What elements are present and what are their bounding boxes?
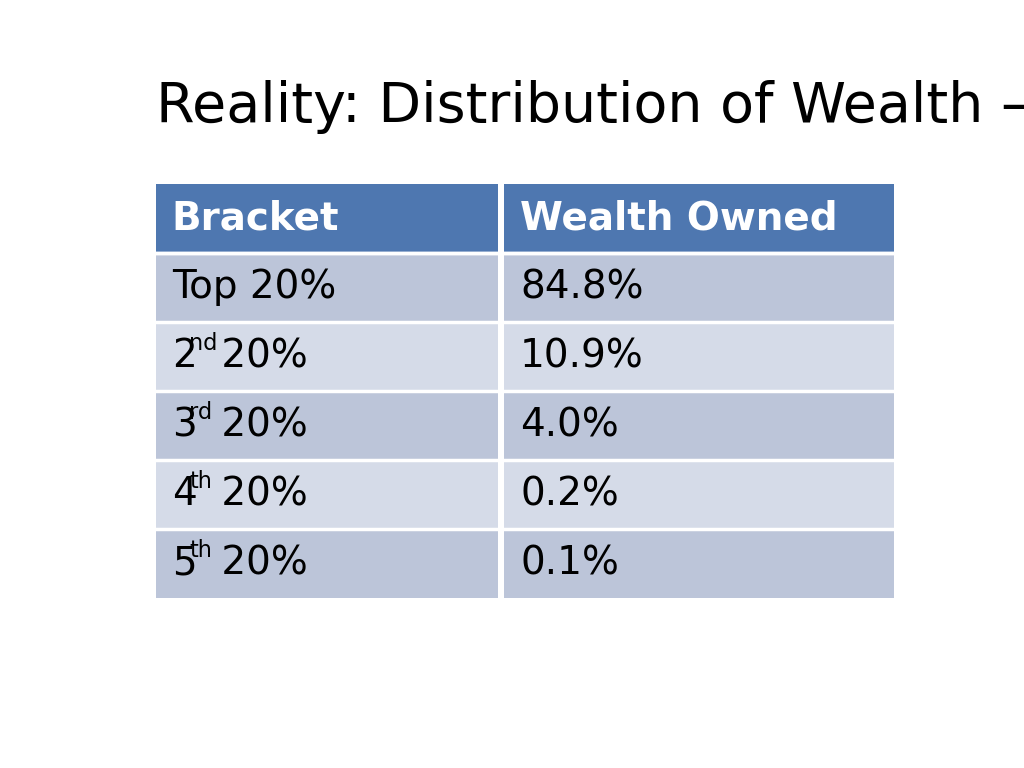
Text: Reality: Distribution of Wealth – U.S.: Reality: Distribution of Wealth – U.S. [156,80,1024,134]
Bar [156,253,498,322]
Bar [156,391,498,460]
Text: 20%: 20% [209,337,307,376]
Text: 0.1%: 0.1% [520,545,618,582]
Bar [504,322,894,391]
Text: 5: 5 [172,545,197,582]
Text: 3: 3 [172,406,197,445]
Text: th: th [189,539,212,562]
Text: 10.9%: 10.9% [520,337,644,376]
Text: 2: 2 [172,337,197,376]
Bar [156,460,498,529]
Text: rd: rd [189,402,212,425]
Bar [156,529,498,598]
Bar [156,184,498,253]
Text: Top 20%: Top 20% [172,268,336,306]
Text: th: th [189,470,212,493]
Text: 0.2%: 0.2% [520,475,618,513]
Text: 4.0%: 4.0% [520,406,618,445]
Text: 84.8%: 84.8% [520,268,643,306]
Bar [504,253,894,322]
Text: 20%: 20% [209,475,307,513]
Text: 20%: 20% [209,545,307,582]
Bar [504,460,894,529]
Bar [504,391,894,460]
Bar [504,529,894,598]
Text: nd: nd [189,333,217,356]
Bar [504,184,894,253]
Text: 20%: 20% [209,406,307,445]
Text: Wealth Owned: Wealth Owned [520,200,838,237]
Bar [156,322,498,391]
Text: Bracket: Bracket [172,200,339,237]
Text: 4: 4 [172,475,197,513]
